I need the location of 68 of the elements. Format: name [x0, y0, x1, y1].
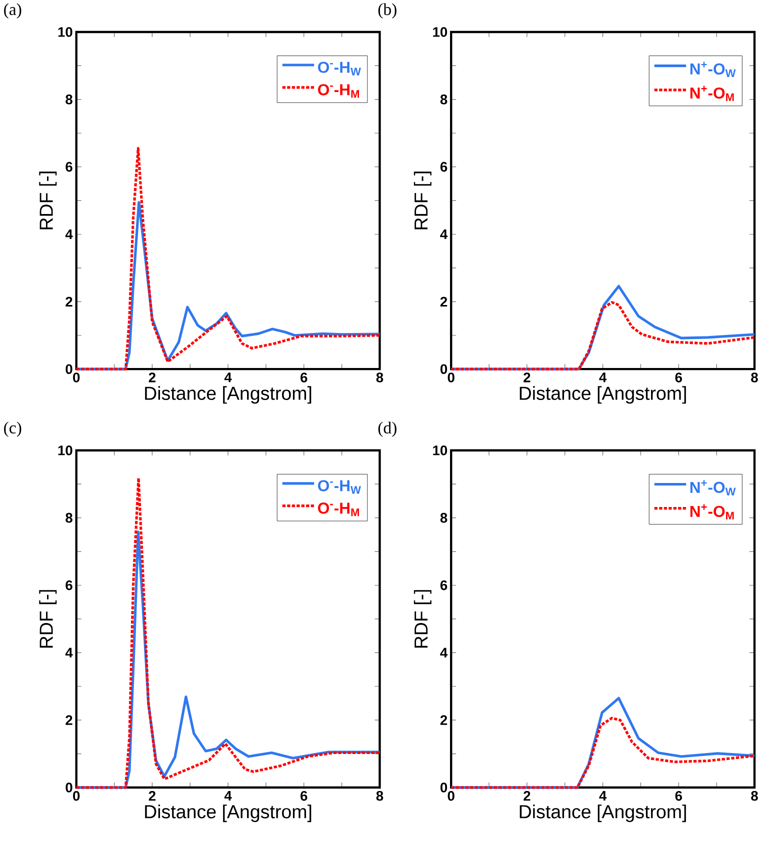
y-tick-label: 0	[440, 782, 448, 792]
x-tick-label: 0	[73, 372, 80, 382]
legend-label: O$^{-}$-H$_{W}$	[318, 62, 362, 76]
y-tick-label: 0	[440, 364, 448, 374]
y-tick-label: 8	[440, 94, 448, 104]
legend-label: O$^{-}$-H$_{M}$	[318, 502, 360, 516]
x-tick-label: 0	[448, 372, 455, 382]
x-tick-label: 8	[376, 372, 384, 382]
y-tick-label: 8	[66, 512, 73, 523]
x-tick-label: 4	[224, 372, 232, 382]
y-tick-label: 2	[440, 715, 448, 725]
x-axis-title: Distance [Angstrom]	[145, 804, 312, 822]
chart-title: (d)	[378, 422, 397, 437]
legend-label: O$^{-}$-H$_{W}$	[318, 480, 362, 494]
y-tick-label: 0	[66, 364, 72, 374]
x-tick-label: 2	[149, 372, 156, 382]
y-tick-label: 6	[66, 162, 73, 172]
x-tick-label: 2	[524, 372, 530, 382]
y-axis-title: RDF [-]	[39, 172, 57, 230]
chart-title: (a)	[4, 3, 22, 19]
y-tick-label: 4	[66, 648, 73, 658]
chart-title: (b)	[378, 3, 397, 19]
x-tick-label: 0	[73, 790, 80, 801]
y-tick-label: 6	[440, 162, 448, 172]
y-axis-title: RDF [-]	[39, 590, 57, 648]
y-tick-label: 6	[66, 580, 73, 590]
x-axis-title: Distance [Angstrom]	[520, 386, 686, 404]
x-tick-label: 0	[448, 790, 455, 801]
y-tick-label: 4	[66, 230, 73, 240]
x-tick-label: 6	[300, 372, 308, 382]
x-tick-label: 2	[524, 790, 530, 801]
x-axis-title: Distance [Angstrom]	[145, 386, 312, 404]
x-axis-title: Distance [Angstrom]	[520, 804, 686, 822]
y-tick-label: 8	[66, 94, 73, 104]
x-tick-label: 4	[599, 372, 607, 382]
legend-label: O$^{-}$-H$_{M}$	[318, 84, 360, 98]
y-tick-label: 6	[440, 580, 448, 590]
legend-label: N$^{+}$-O$_{M}$	[690, 86, 734, 102]
y-tick-label: 2	[66, 715, 72, 725]
legend-label: N$^{+}$-O$_{W}$	[690, 62, 736, 77]
x-tick-label: 4	[224, 790, 232, 800]
y-tick-label: 4	[440, 648, 448, 658]
x-tick-label: 8	[751, 790, 758, 801]
y-tick-label: 4	[440, 230, 448, 240]
x-tick-label: 8	[376, 790, 384, 801]
y-tick-label: 10	[433, 27, 448, 37]
y-tick-label: 2	[66, 296, 72, 307]
x-tick-label: 2	[149, 790, 156, 801]
y-axis-title: RDF [-]	[414, 590, 432, 648]
chart-title: (c)	[4, 422, 22, 437]
y-tick-label: 2	[440, 296, 448, 307]
line-series	[450, 301, 756, 370]
y-tick-label: 10	[58, 27, 72, 37]
y-tick-label: 8	[440, 512, 448, 523]
y-tick-label: 10	[58, 445, 72, 456]
legend-label: N$^{+}$-O$_{W}$	[690, 480, 736, 496]
x-tick-label: 8	[751, 372, 758, 382]
x-tick-label: 6	[676, 372, 682, 382]
line-series	[75, 476, 382, 789]
legend-label: N$^{+}$-O$_{M}$	[690, 504, 734, 520]
line-series	[75, 147, 382, 370]
y-tick-label: 10	[433, 445, 448, 456]
x-tick-label: 4	[599, 790, 607, 800]
x-tick-label: 6	[300, 790, 308, 801]
line-series	[450, 716, 756, 789]
y-tick-label: 0	[66, 782, 72, 792]
y-axis-title: RDF [-]	[414, 172, 432, 230]
x-tick-label: 6	[676, 790, 682, 801]
